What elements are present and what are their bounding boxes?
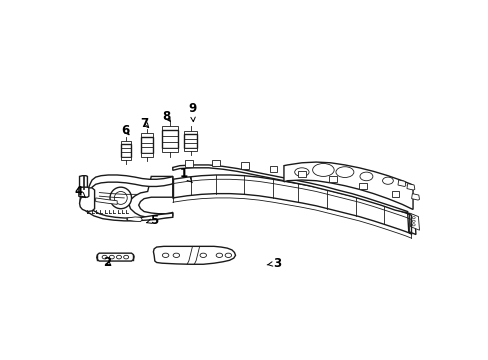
- Text: 3: 3: [266, 257, 280, 270]
- Polygon shape: [185, 160, 193, 167]
- Polygon shape: [172, 165, 407, 213]
- Polygon shape: [80, 175, 172, 221]
- Polygon shape: [359, 183, 366, 189]
- Polygon shape: [162, 148, 178, 152]
- Polygon shape: [184, 134, 197, 148]
- Polygon shape: [121, 144, 131, 157]
- Text: 5: 5: [146, 214, 158, 227]
- Text: 6: 6: [121, 124, 129, 137]
- Polygon shape: [212, 159, 220, 166]
- Polygon shape: [284, 162, 412, 210]
- Polygon shape: [121, 157, 131, 160]
- Polygon shape: [80, 188, 94, 212]
- Polygon shape: [184, 148, 197, 151]
- Polygon shape: [411, 194, 419, 200]
- Polygon shape: [184, 131, 197, 134]
- Text: 2: 2: [103, 256, 111, 269]
- Polygon shape: [121, 140, 131, 144]
- Polygon shape: [153, 246, 235, 264]
- Polygon shape: [140, 137, 153, 153]
- Polygon shape: [328, 176, 336, 182]
- Polygon shape: [397, 180, 405, 186]
- Ellipse shape: [110, 187, 131, 209]
- Polygon shape: [162, 130, 178, 148]
- Polygon shape: [241, 162, 248, 169]
- Text: 4: 4: [75, 185, 85, 198]
- Polygon shape: [97, 253, 134, 261]
- Polygon shape: [406, 184, 414, 190]
- Polygon shape: [140, 153, 153, 157]
- Polygon shape: [140, 134, 153, 137]
- Text: 8: 8: [162, 110, 170, 123]
- Text: 9: 9: [188, 102, 196, 122]
- Polygon shape: [96, 198, 117, 204]
- Polygon shape: [80, 176, 87, 189]
- Polygon shape: [298, 171, 305, 177]
- Text: 1: 1: [179, 167, 192, 183]
- Polygon shape: [162, 126, 178, 130]
- Polygon shape: [79, 187, 89, 197]
- Polygon shape: [407, 213, 415, 234]
- Polygon shape: [129, 176, 172, 218]
- Text: 7: 7: [141, 117, 148, 130]
- Polygon shape: [126, 217, 142, 222]
- Polygon shape: [391, 191, 399, 197]
- Polygon shape: [408, 213, 419, 230]
- Polygon shape: [269, 166, 277, 172]
